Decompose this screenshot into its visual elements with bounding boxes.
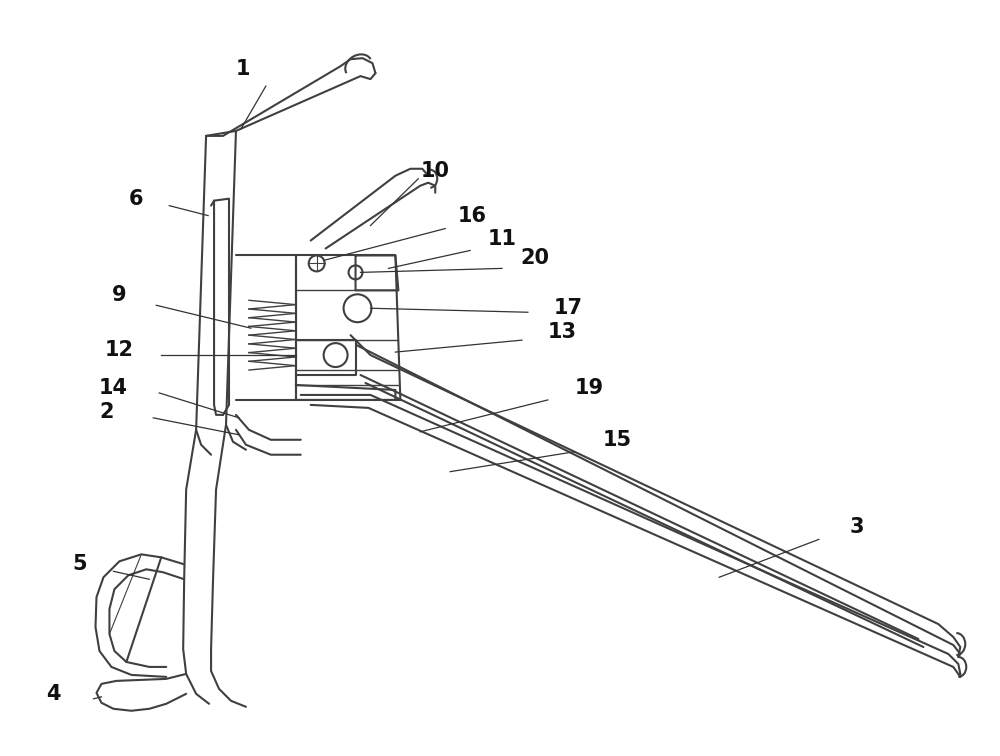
Text: 20: 20 (520, 249, 549, 268)
Text: 6: 6 (129, 189, 144, 209)
Text: 17: 17 (553, 299, 582, 318)
Text: 11: 11 (487, 228, 516, 249)
Text: 13: 13 (547, 322, 576, 342)
Text: 1: 1 (236, 59, 250, 79)
Text: 4: 4 (46, 684, 61, 704)
Text: 10: 10 (421, 161, 450, 181)
Text: 16: 16 (458, 206, 487, 225)
Text: 15: 15 (603, 429, 632, 450)
Text: 5: 5 (72, 554, 87, 575)
Text: 19: 19 (575, 378, 604, 398)
Text: 2: 2 (99, 402, 114, 422)
Text: 9: 9 (112, 285, 127, 305)
Text: 3: 3 (849, 517, 864, 538)
Text: 12: 12 (105, 340, 134, 360)
Text: 14: 14 (99, 378, 128, 398)
